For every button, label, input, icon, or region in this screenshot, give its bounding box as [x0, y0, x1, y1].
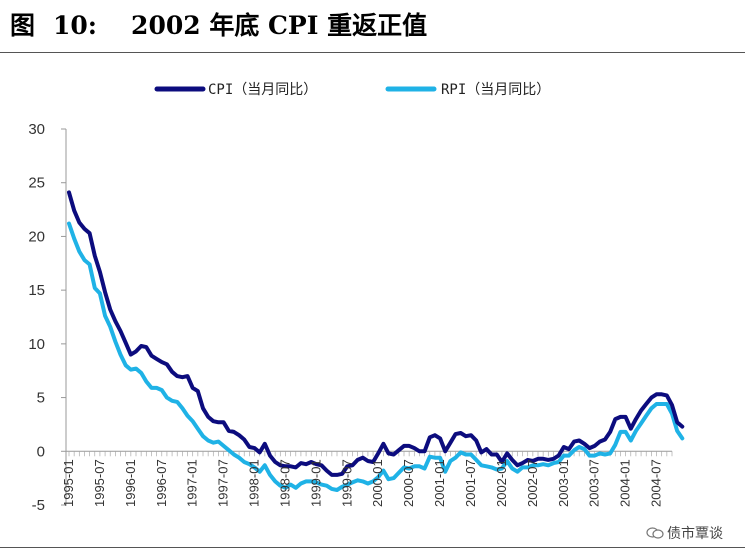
x-tick-label: 1996-01	[123, 459, 138, 507]
x-tick-label: 2001-07	[463, 459, 478, 507]
figure-title-text: 2002 年底 CPI 重返正值	[131, 11, 428, 40]
legend-label: CPI（当月同比）	[208, 82, 317, 98]
x-tick-label: 1999-07	[339, 459, 354, 507]
x-tick-label: 1995-07	[92, 459, 107, 507]
x-tick-label: 2002-07	[525, 459, 540, 507]
wechat-icon	[646, 527, 664, 539]
x-tick-label: 2001-01	[432, 459, 447, 507]
x-tick-label: 2002-01	[494, 459, 509, 507]
y-tick-label: 5	[37, 390, 45, 407]
y-tick-label: 0	[37, 443, 45, 460]
x-tick-label: 2004-01	[618, 459, 633, 507]
x-tick-label: 2003-07	[587, 459, 602, 507]
bottom-rule	[0, 547, 745, 548]
x-tick-label: 2003-01	[556, 459, 571, 507]
watermark: 债市覃谈	[646, 523, 723, 543]
x-tick-label: 2004-07	[649, 459, 664, 507]
y-tick-label: 20	[28, 228, 45, 245]
chart-tick-labels: -5 0 5 10 15 20 25 30 1995-01 1995-07 1996-01 1996-…	[28, 121, 663, 514]
y-tick-label: 30	[28, 121, 45, 138]
x-tick-label: 1998-01	[247, 459, 262, 507]
top-rule	[0, 52, 745, 53]
chart-series	[67, 190, 685, 492]
legend-label: RPI（当月同比）	[441, 82, 550, 98]
x-tick-label: 1997-07	[216, 459, 231, 507]
y-tick-label: 25	[28, 175, 45, 192]
figure-label: 图	[10, 11, 36, 40]
figure-title: 图 10: 2002 年底 CPI 重返正值	[10, 6, 427, 46]
x-tick-label: 1995-01	[61, 459, 76, 507]
x-tick-label: 1999-01	[308, 459, 323, 507]
series-line-rpi	[67, 221, 685, 492]
y-tick-label: -5	[32, 497, 45, 514]
watermark-text: 债市覃谈	[667, 526, 723, 542]
x-tick-label: 2000-07	[401, 459, 416, 507]
x-tick-label: 2000-01	[370, 459, 385, 507]
figure-number: 10:	[53, 11, 98, 40]
series-line-cpi	[67, 190, 685, 477]
y-tick-label: 15	[28, 282, 45, 299]
chart-legend: CPI（当月同比） RPI（当月同比）	[154, 82, 550, 98]
x-tick-label: 1997-01	[185, 459, 200, 507]
x-tick-label: 1998-07	[277, 459, 292, 507]
y-tick-label: 10	[28, 336, 45, 353]
x-tick-label: 1996-07	[154, 459, 169, 507]
